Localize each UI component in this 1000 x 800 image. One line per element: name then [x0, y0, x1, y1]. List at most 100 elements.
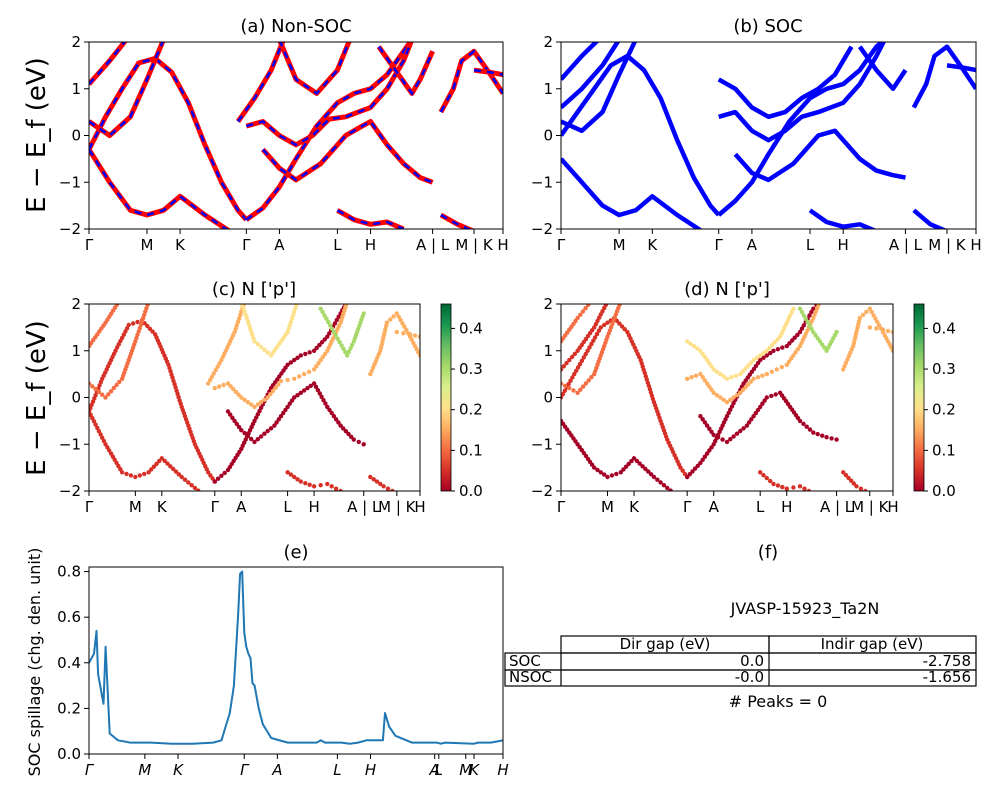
x-tick-label: H	[781, 498, 792, 516]
projected-point	[746, 420, 752, 425]
projected-point	[298, 390, 303, 395]
projected-point	[89, 406, 93, 411]
projected-point	[242, 430, 247, 436]
projected-point	[333, 417, 339, 422]
projected-point	[740, 369, 746, 374]
dots	[561, 304, 893, 495]
ylabel-spillage: SOC spillage (chg. den. unit)	[25, 548, 44, 777]
x-tick-label: Γ	[211, 498, 220, 516]
projected-point	[743, 366, 748, 371]
band-line-nonsoc	[336, 208, 405, 229]
projected-point	[589, 375, 594, 380]
band-line-nonsoc	[89, 42, 166, 138]
projected-point	[707, 448, 712, 453]
projected-point	[672, 491, 676, 495]
projected-point	[728, 407, 733, 412]
ylabel-row1: E − E_f (eV)	[22, 57, 52, 213]
projected-point	[698, 414, 703, 419]
projected-point	[809, 326, 814, 331]
projected-point	[561, 364, 566, 369]
projected-point	[764, 353, 769, 358]
projected-point	[791, 485, 796, 490]
projected-point	[211, 371, 216, 376]
projected-point	[239, 309, 244, 314]
projected-point	[596, 328, 602, 333]
projected-point	[374, 479, 380, 484]
projected-point	[651, 474, 657, 480]
projected-point	[349, 342, 355, 348]
projected-point	[334, 317, 339, 323]
projected-point	[165, 461, 170, 466]
projected-point	[285, 329, 290, 335]
projected-point	[385, 486, 391, 491]
projected-point	[786, 359, 792, 364]
projected-point	[171, 466, 176, 472]
projected-point	[295, 477, 300, 482]
projected-point	[230, 415, 235, 420]
projected-point	[329, 410, 334, 416]
projected-point	[760, 401, 765, 406]
y-tick-label: −2	[531, 482, 553, 500]
colorbar-tick-label: 0.4	[459, 319, 483, 337]
projected-point	[771, 481, 776, 487]
projected-point	[724, 400, 730, 405]
y-tick-label: 2	[71, 295, 81, 313]
projected-point	[274, 420, 279, 425]
projected-point	[634, 458, 640, 464]
projected-point	[591, 338, 596, 343]
projected-point	[567, 385, 572, 391]
projected-point	[578, 387, 583, 392]
projected-point	[797, 329, 803, 335]
projected-point	[583, 351, 588, 357]
projected-point	[168, 464, 173, 469]
x-tick-label: H	[365, 236, 376, 254]
projected-point	[341, 426, 346, 431]
x-tick-label: A	[274, 236, 285, 254]
projected-point	[93, 422, 98, 427]
projected-point	[617, 304, 622, 308]
projected-point	[587, 345, 592, 350]
projected-point	[228, 384, 233, 389]
projected-point	[829, 436, 834, 441]
projected-point	[787, 341, 792, 346]
projected-point	[278, 414, 284, 419]
projected-point	[345, 353, 350, 358]
projected-point	[834, 437, 839, 442]
projected-point	[773, 392, 778, 397]
projected-point	[738, 390, 743, 395]
projected-point	[700, 417, 705, 422]
projected-point	[318, 483, 323, 488]
projected-point	[301, 388, 307, 393]
projected-point	[314, 364, 319, 369]
projected-point	[789, 338, 795, 343]
projected-point	[290, 313, 296, 318]
projected-point	[724, 414, 730, 419]
projected-point	[285, 404, 290, 410]
projected-point	[135, 332, 140, 337]
projected-point	[857, 315, 862, 321]
projected-point	[281, 410, 286, 416]
y-tick-label: 0.4	[57, 654, 81, 672]
projected-point	[698, 348, 703, 353]
projected-point	[734, 393, 740, 398]
projected-point	[326, 319, 331, 325]
colorbar-tick-label: 0.4	[932, 319, 956, 337]
band-line-soc	[911, 44, 976, 109]
projected-point	[718, 395, 723, 400]
projected-point	[718, 371, 723, 377]
band-line-nonsoc	[89, 148, 231, 229]
x-tick-label: L	[283, 498, 292, 516]
projected-point	[278, 378, 284, 384]
band-line-dashed	[89, 42, 164, 138]
projected-point	[598, 470, 603, 475]
projected-point	[817, 339, 823, 344]
projected-point	[265, 350, 270, 355]
projected-point	[176, 394, 181, 400]
projected-point	[729, 404, 735, 409]
x-tick-label: L	[333, 236, 342, 254]
projected-point	[147, 326, 153, 331]
projected-point	[249, 329, 254, 334]
projected-point	[769, 369, 774, 374]
